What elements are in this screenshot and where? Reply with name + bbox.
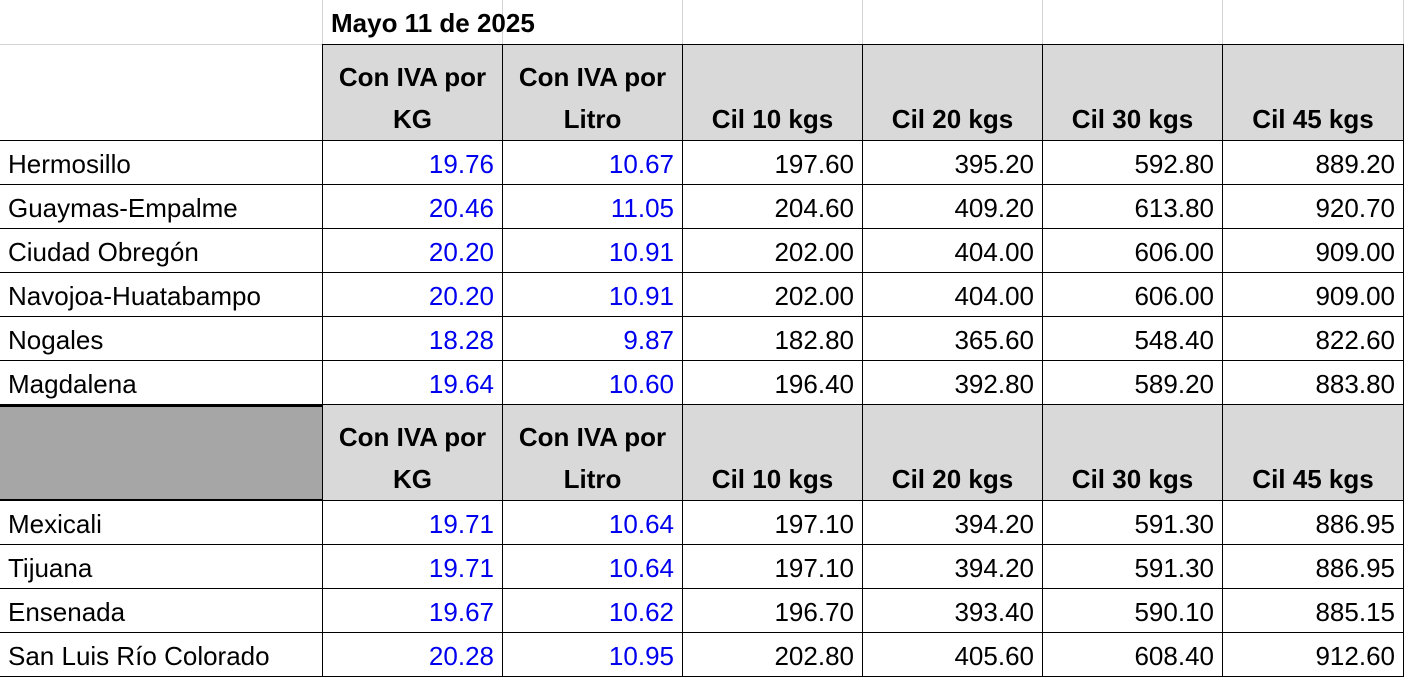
value-cell: 590.10: [1042, 588, 1223, 633]
column-header: Cil 10 kgs: [682, 44, 863, 141]
value-cell: 592.80: [1042, 140, 1223, 185]
row-label: Ciudad Obregón: [0, 228, 323, 273]
value-cell: 395.20: [862, 140, 1043, 185]
value-cell: 885.15: [1222, 588, 1404, 633]
value-cell: 10.91: [502, 228, 683, 273]
value-cell: 196.70: [682, 588, 863, 633]
column-header: Cil 20 kgs: [862, 44, 1043, 141]
row-label: Tijuana: [0, 544, 323, 589]
value-cell: 889.20: [1222, 140, 1404, 185]
value-cell: 606.00: [1042, 272, 1223, 317]
value-cell: 608.40: [1042, 632, 1223, 677]
value-cell: 405.60: [862, 632, 1043, 677]
row-label: Nogales: [0, 316, 323, 361]
grid-cell: [1043, 0, 1223, 45]
value-cell: 19.71: [322, 544, 503, 589]
value-cell: 19.67: [322, 588, 503, 633]
sheet-title: Mayo 11 de 2025: [331, 8, 535, 38]
value-cell: 909.00: [1222, 272, 1404, 317]
value-cell: 548.40: [1042, 316, 1223, 361]
value-cell: 886.95: [1222, 500, 1404, 545]
column-header: Cil 30 kgs: [1042, 44, 1223, 141]
row-label: Magdalena: [0, 360, 323, 405]
value-cell: 591.30: [1042, 544, 1223, 589]
row-label: Mexicali: [0, 500, 323, 545]
row-label: Guaymas-Empalme: [0, 184, 323, 229]
row-label: Ensenada: [0, 588, 323, 633]
value-cell: 19.64: [322, 360, 503, 405]
value-cell: 365.60: [862, 316, 1043, 361]
value-cell: 613.80: [1042, 184, 1223, 229]
row-label: San Luis Río Colorado: [0, 632, 323, 677]
value-cell: 19.71: [322, 500, 503, 545]
value-cell: 10.64: [502, 544, 683, 589]
value-cell: 10.64: [502, 500, 683, 545]
value-cell: 202.00: [682, 272, 863, 317]
value-cell: 18.28: [322, 316, 503, 361]
value-cell: 10.62: [502, 588, 683, 633]
grid-cell: [0, 0, 323, 45]
value-cell: 202.80: [682, 632, 863, 677]
value-cell: 19.76: [322, 140, 503, 185]
value-cell: 10.91: [502, 272, 683, 317]
column-header: Cil 45 kgs: [1222, 44, 1404, 141]
value-cell: 10.95: [502, 632, 683, 677]
value-cell: 11.05: [502, 184, 683, 229]
value-cell: 394.20: [862, 500, 1043, 545]
column-header: Cil 10 kgs: [682, 404, 863, 501]
column-header: Con IVA por KG: [322, 44, 503, 141]
value-cell: 20.46: [322, 184, 503, 229]
value-cell: 886.95: [1222, 544, 1404, 589]
grid-cell: [1223, 0, 1404, 45]
value-cell: 394.20: [862, 544, 1043, 589]
value-cell: 409.20: [862, 184, 1043, 229]
column-header: Cil 30 kgs: [1042, 404, 1223, 501]
column-header: Cil 20 kgs: [862, 404, 1043, 501]
header-blank: [0, 45, 323, 141]
value-cell: 392.80: [862, 360, 1043, 405]
value-cell: 10.60: [502, 360, 683, 405]
value-cell: 20.28: [322, 632, 503, 677]
value-cell: 182.80: [682, 316, 863, 361]
row-label: Hermosillo: [0, 140, 323, 185]
value-cell: 591.30: [1042, 500, 1223, 545]
value-cell: 909.00: [1222, 228, 1404, 273]
value-cell: 912.60: [1222, 632, 1404, 677]
value-cell: 20.20: [322, 228, 503, 273]
column-header: Con IVA por KG: [322, 404, 503, 501]
value-cell: 20.20: [322, 272, 503, 317]
column-header: Con IVA por Litro: [502, 44, 683, 141]
header-blank: [0, 404, 323, 500]
value-cell: 404.00: [862, 228, 1043, 273]
value-cell: 197.60: [682, 140, 863, 185]
value-cell: 204.60: [682, 184, 863, 229]
value-cell: 9.87: [502, 316, 683, 361]
value-cell: 196.40: [682, 360, 863, 405]
value-cell: 10.67: [502, 140, 683, 185]
value-cell: 883.80: [1222, 360, 1404, 405]
value-cell: 197.10: [682, 544, 863, 589]
value-cell: 589.20: [1042, 360, 1223, 405]
value-cell: 393.40: [862, 588, 1043, 633]
grid-cell: [863, 0, 1043, 45]
row-label: Navojoa-Huatabampo: [0, 272, 323, 317]
column-header: Cil 45 kgs: [1222, 404, 1404, 501]
value-cell: 822.60: [1222, 316, 1404, 361]
value-cell: 197.10: [682, 500, 863, 545]
value-cell: 202.00: [682, 228, 863, 273]
value-cell: 404.00: [862, 272, 1043, 317]
column-header: Con IVA por Litro: [502, 404, 683, 501]
value-cell: 920.70: [1222, 184, 1404, 229]
grid-cell: [683, 0, 863, 45]
value-cell: 606.00: [1042, 228, 1223, 273]
